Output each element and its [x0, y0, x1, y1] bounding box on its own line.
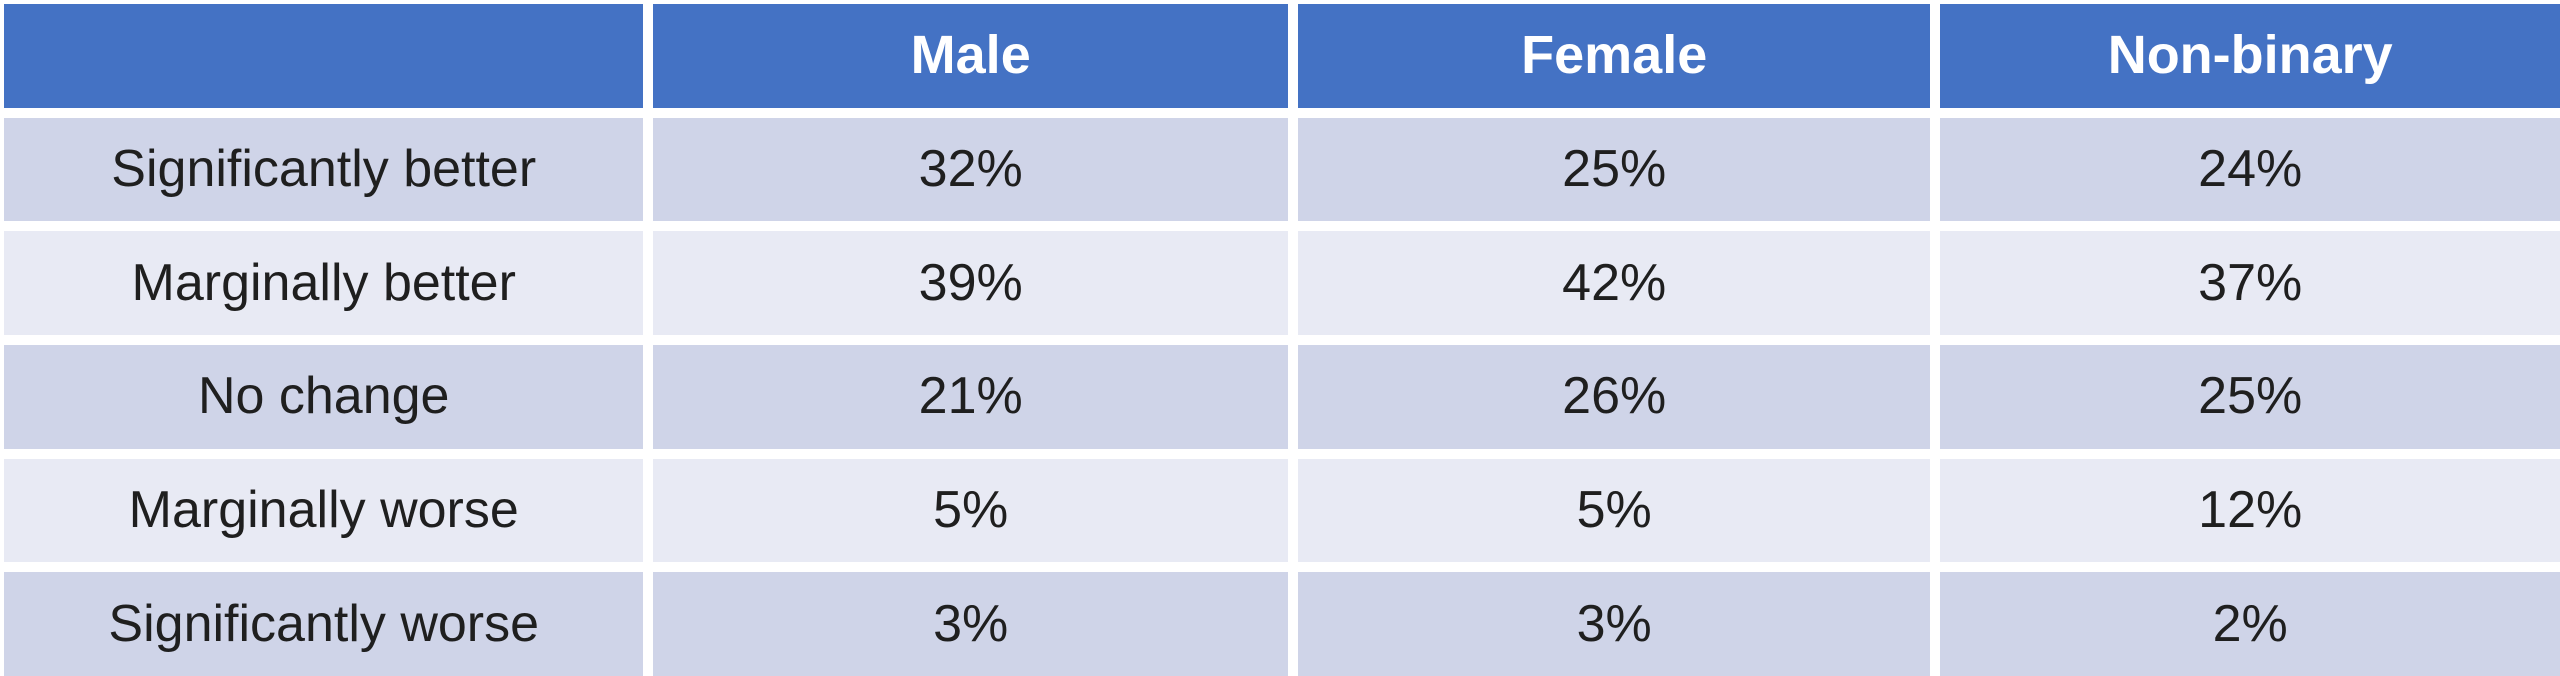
data-cell-nonbinary-significantly-better: 24% — [1940, 117, 2560, 222]
data-cell-female-no-change: 26% — [1297, 344, 1931, 449]
data-cell-female-marginally-better: 42% — [1297, 231, 1931, 335]
data-cell-nonbinary-marginally-better: 37% — [1940, 231, 2560, 335]
row-label-no-change: No change — [4, 344, 644, 449]
header-cell-empty — [4, 4, 644, 108]
data-cell-male-significantly-worse: 3% — [653, 572, 1288, 676]
data-cell-male-no-change: 21% — [653, 344, 1288, 449]
data-cell-nonbinary-marginally-worse: 12% — [1940, 458, 2560, 563]
data-cell-nonbinary-significantly-worse: 2% — [1940, 572, 2560, 676]
data-cell-female-significantly-worse: 3% — [1297, 572, 1931, 676]
data-cell-male-marginally-worse: 5% — [653, 458, 1288, 563]
data-cell-female-significantly-better: 25% — [1297, 117, 1931, 222]
data-cell-nonbinary-no-change: 25% — [1940, 344, 2560, 449]
data-cell-female-marginally-worse: 5% — [1297, 458, 1931, 563]
row-label-significantly-worse: Significantly worse — [4, 572, 644, 676]
row-label-significantly-better: Significantly better — [4, 117, 644, 222]
header-cell-nonbinary: Non-binary — [1940, 4, 2560, 108]
header-cell-female: Female — [1297, 4, 1931, 108]
data-cell-male-marginally-better: 39% — [653, 231, 1288, 335]
data-cell-male-significantly-better: 32% — [653, 117, 1288, 222]
header-cell-male: Male — [653, 4, 1288, 108]
row-label-marginally-better: Marginally better — [4, 231, 644, 335]
row-label-marginally-worse: Marginally worse — [4, 458, 644, 563]
